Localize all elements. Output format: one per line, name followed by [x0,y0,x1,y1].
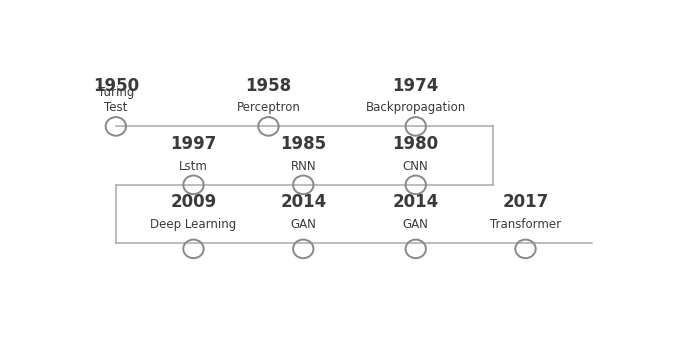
Text: 1985: 1985 [280,135,326,153]
Text: RNN: RNN [290,160,316,173]
Text: 2009: 2009 [171,194,216,211]
Text: 1974: 1974 [392,77,439,95]
Text: 2014: 2014 [392,194,439,211]
Text: 2017: 2017 [502,194,549,211]
Text: 1980: 1980 [392,135,439,153]
Text: GAN: GAN [290,218,316,231]
Text: 2014: 2014 [280,194,326,211]
Text: GAN: GAN [403,218,428,231]
Text: Backpropagation: Backpropagation [366,101,466,115]
Text: Lstm: Lstm [179,160,208,173]
Text: Turing
Test: Turing Test [97,87,134,115]
Text: 1950: 1950 [93,77,139,95]
Text: Deep Learning: Deep Learning [151,218,236,231]
Text: Transformer: Transformer [490,218,561,231]
Text: CNN: CNN [403,160,428,173]
Text: 1997: 1997 [170,135,217,153]
Text: Perceptron: Perceptron [236,101,301,115]
Text: 1958: 1958 [245,77,292,95]
